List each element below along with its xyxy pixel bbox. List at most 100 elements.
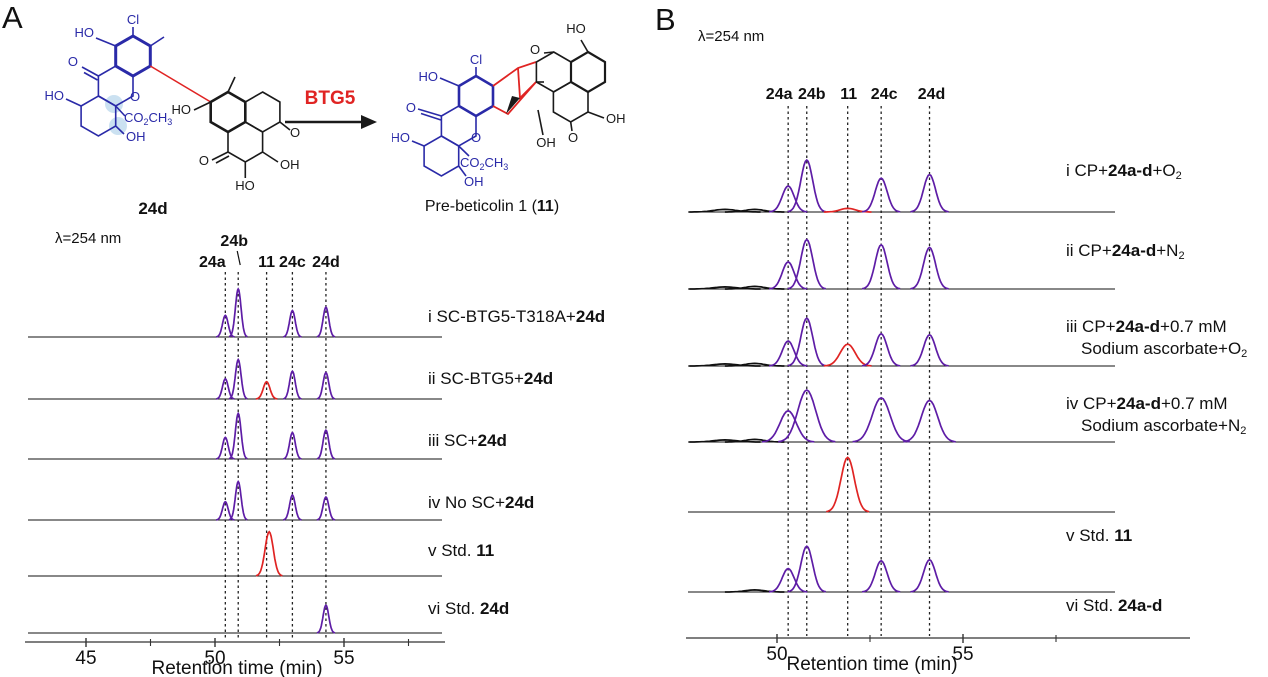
peak-curve [778,388,836,443]
peak-curve [910,333,949,367]
panel-a-chromatogram: 24a 24b 11 24c 24d 45 50 55 Retention time (min) [25,233,445,677]
peak-curve [826,456,870,513]
atom-oh-bottom: OH [464,174,484,189]
peak-label-24a: 24a [766,86,793,103]
peak-curve [283,369,302,400]
trace-iii [688,317,1115,367]
trace-label-a-ii: ii SC-BTG5+24d [428,369,554,388]
trace-iv [28,480,442,521]
trace-label-a-iv: iv No SC+24d [428,493,535,512]
atom-ho-left-product: HO [392,130,410,145]
trace-label-b-i: i CP+24a-d+O2 [1066,161,1182,182]
peak-curve [255,380,278,400]
peak-labels: 24a 24b 11 24c 24d [766,86,946,103]
enzyme-label: BTG5 [305,88,356,109]
peak-curve [910,558,949,593]
peak-label-24b: 24b [798,86,826,103]
peak-curve [283,431,302,460]
peak-curve [787,317,826,367]
reaction-arrow: BTG5 [285,88,377,129]
x-axis-title: Retention time (min) [786,654,957,675]
trace-i [688,158,1115,213]
peak-curve [724,208,785,213]
peak-curve [228,357,248,400]
trace-v [688,456,1115,513]
peak-curve [787,158,826,213]
atom-o-ketone-product: O [406,100,416,115]
atom-o-ring-product: O [471,130,481,145]
trace-label-b-v: v Std. 11 [1066,526,1133,545]
trace-vi [28,603,442,634]
atom-ester-a: CO2CH3 [124,110,172,127]
atom-o-ring: O [130,89,140,104]
peak-curve [761,409,815,443]
trace-i [28,287,442,338]
wavelength-label-a: λ=254 nm [55,230,122,247]
atom-ho-top-right: HO [566,21,586,36]
new-bond-red [149,65,212,103]
peak-curve [316,495,336,521]
peak-label-24c: 24c [871,86,898,103]
atom-o-quinone-left: O [199,153,209,168]
peak-curve [787,238,826,290]
atom-o-ketone: O [68,54,78,69]
trace-label-a-i: i SC-BTG5-T318A+24d [428,307,606,326]
atom-ho-mid: HO [172,102,192,117]
peak-curve [283,493,302,521]
peak-curve [724,438,785,443]
product-black-skeleton [535,39,607,136]
peak-curve [823,343,872,367]
peak-curve [255,530,283,577]
trace-iii [28,411,442,460]
peak-curve [787,545,826,593]
trace-v [28,530,442,577]
peak-curve [228,411,248,460]
trace-label-b-iii: iii CP+24a-d+0.7 mM Sodium ascorbate+O2 [1066,317,1248,360]
peak-curve [689,439,761,443]
peak-curve [228,287,248,338]
atom-ho-upper-left: HO [419,69,439,84]
atom-o-quinone-right: O [290,125,300,140]
x-tick-label: 55 [952,644,973,665]
product-structure: HO O Cl HO O HO O CO2CH3 OH OH O OH Pre-… [392,21,626,215]
peak-curve [768,567,808,593]
panel-a-label: A [2,0,23,35]
peak-curve [689,363,761,367]
peak-curve [283,309,302,338]
trace-label-a-vi: vi Std. 24d [428,599,510,618]
atom-cl: Cl [127,12,139,27]
peak-curve [769,261,808,290]
arrow-head-icon [361,115,377,129]
peak-label-24d: 24d [918,86,946,103]
peak-label-11: 11 [258,254,275,271]
peak-curve [910,173,949,213]
stereo-highlight-2 [109,117,127,135]
peak-label-11: 11 [840,86,857,103]
atom-ester-b: CO2CH3 [460,155,508,172]
x-tick-label: 55 [333,648,354,669]
peak-guide-lines [224,272,327,640]
peak-curve [861,243,901,290]
substrate-black-skeleton [193,76,291,178]
wavelength-label-b: λ=254 nm [698,28,765,45]
product-name: Pre-beticolin 1 (11) [425,198,559,215]
stereo-wedge [506,96,520,114]
peak-curve [724,589,785,593]
atom-o-top: O [530,42,540,57]
trace-label-b-iv: iv CP+24a-d+0.7 mM Sodium ascorbate+N2 [1066,394,1247,437]
atom-oh-mid: OH [536,135,556,150]
atom-oh-right-product: OH [606,111,626,126]
substrate-name: 24d [138,199,167,218]
panel-b-label: B [655,2,676,37]
peak-curve [852,396,910,443]
trace-iv [688,388,1115,443]
peak-curve [768,340,808,367]
peak-curve [316,371,336,400]
peak-curve [316,428,336,460]
atom-oh: OH [126,129,146,144]
peak-label-24a: 24a [199,254,226,271]
substrate-blue-skeleton [65,27,165,137]
